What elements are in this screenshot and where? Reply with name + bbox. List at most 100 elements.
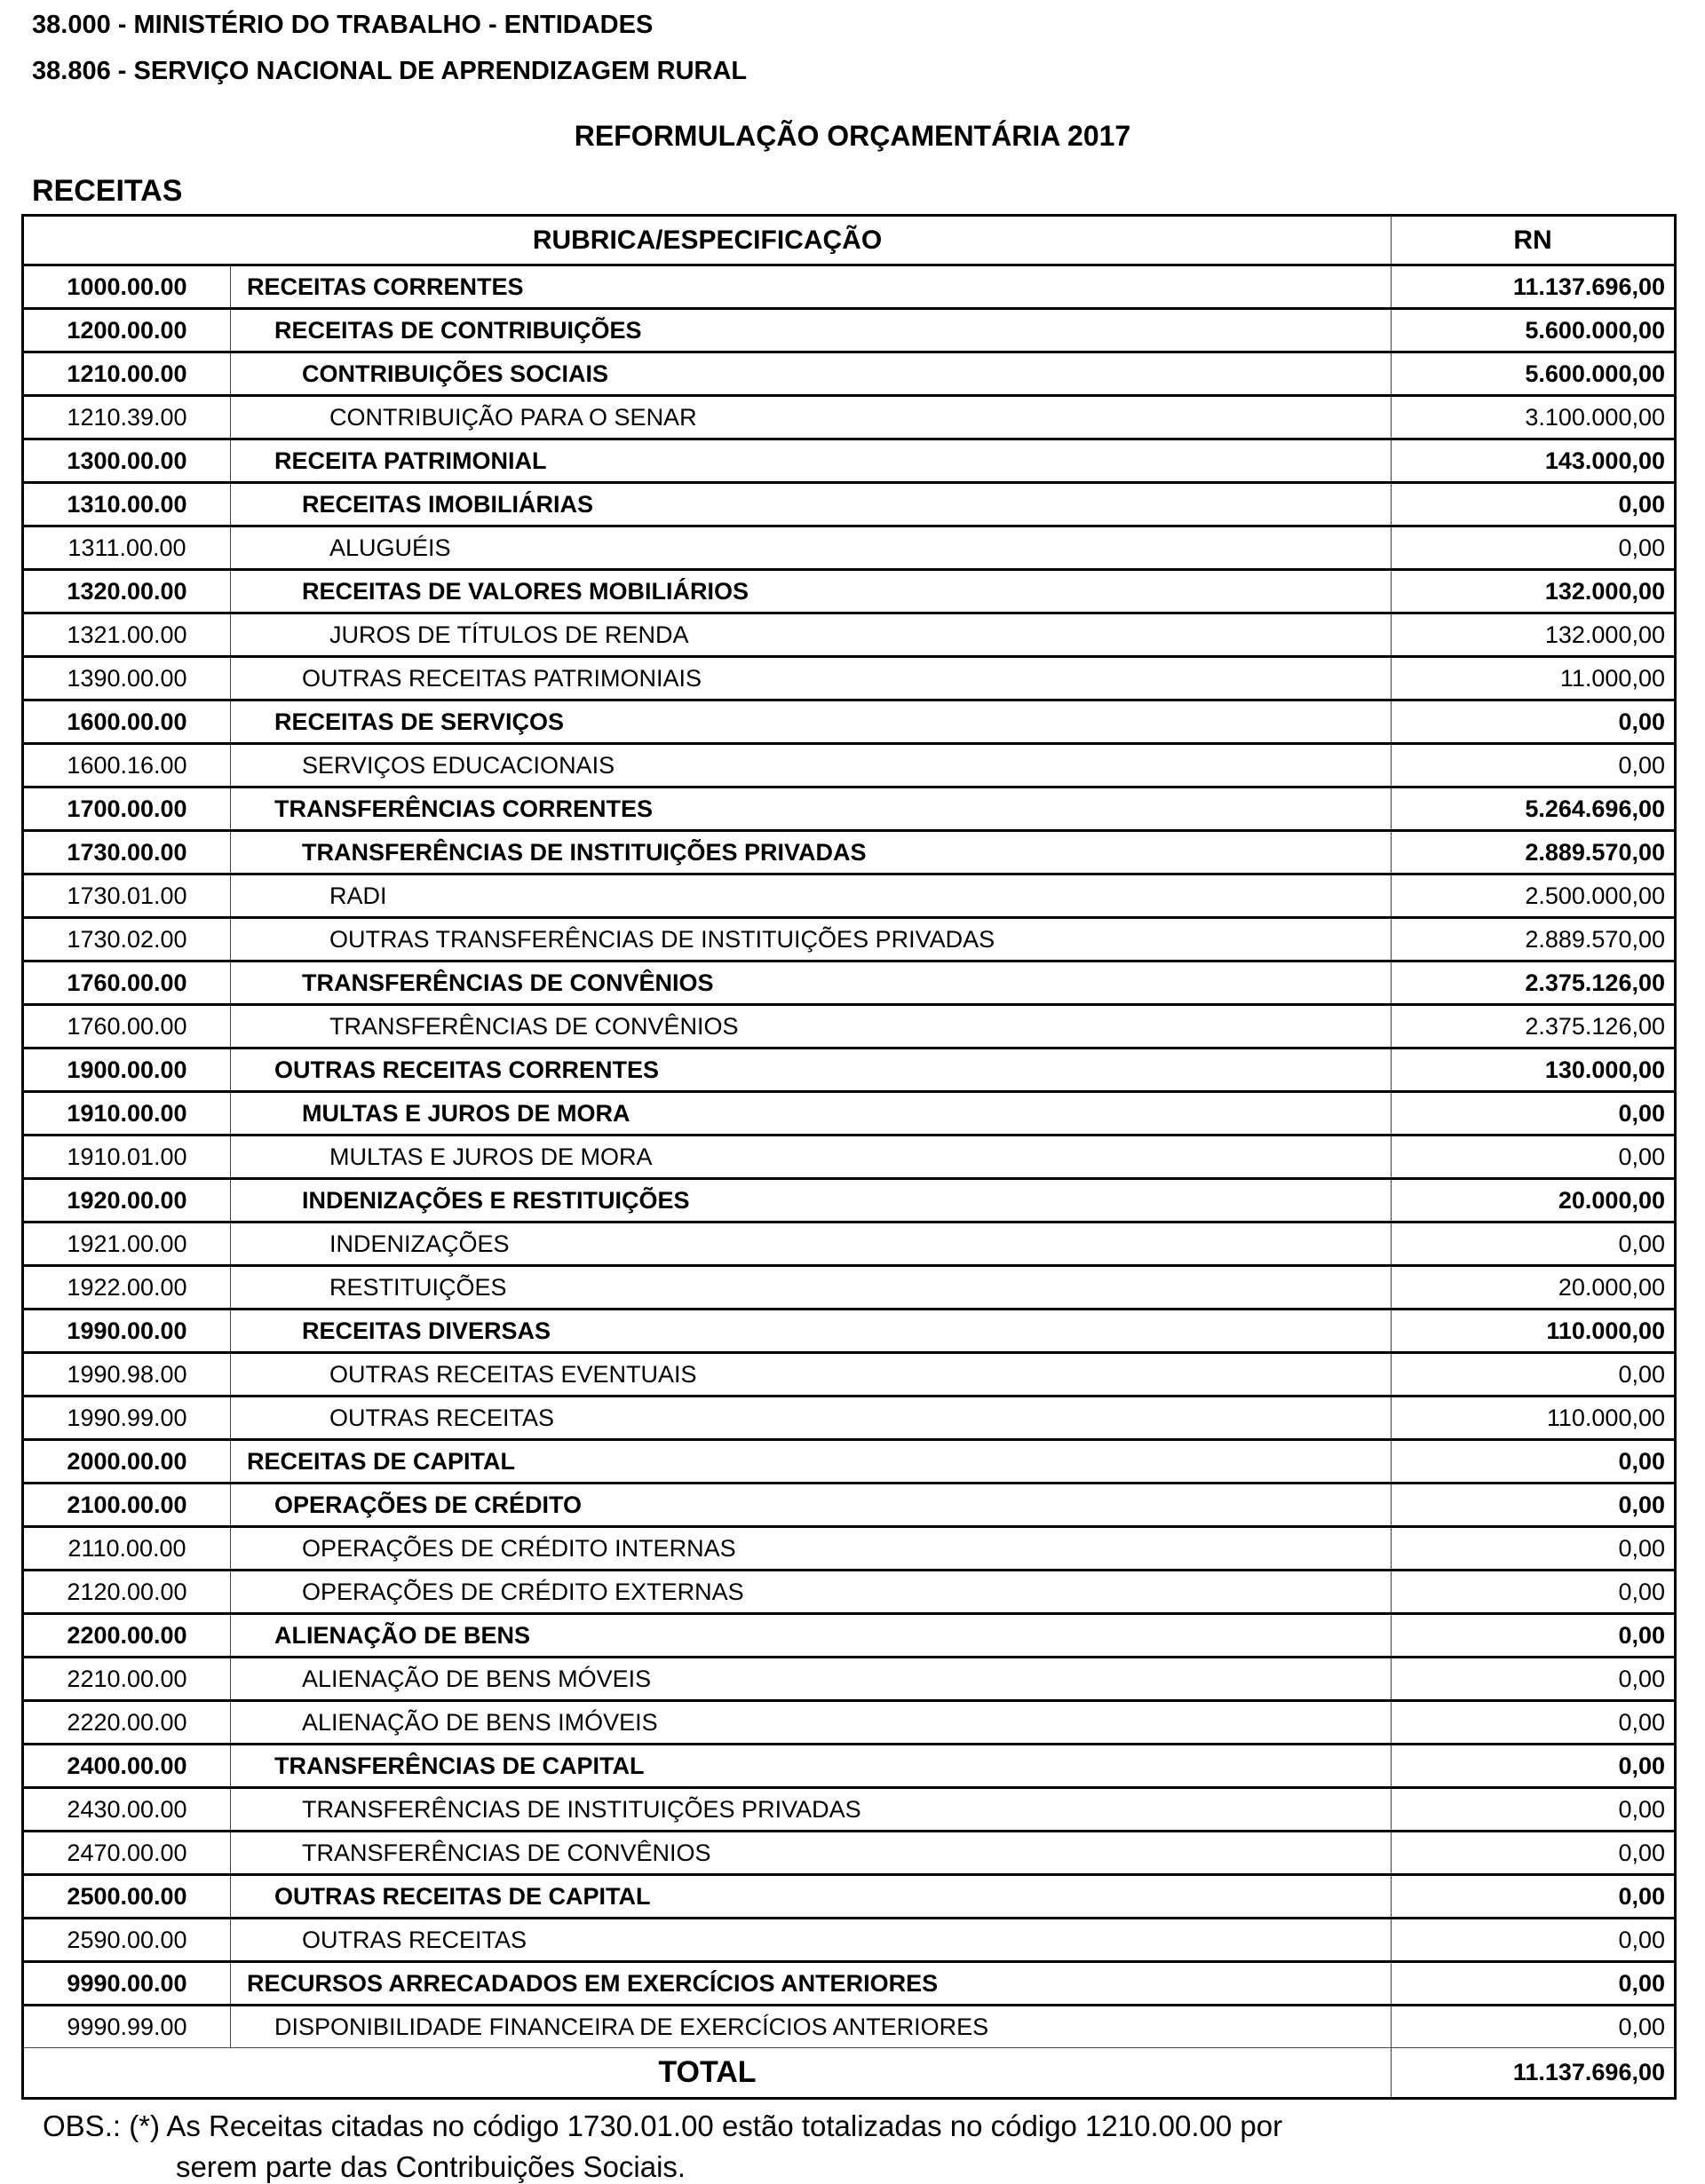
section-title: RECEITAS: [32, 174, 183, 208]
row-code: 1000.00.00: [22, 264, 231, 309]
table-row: 2200.00.00 ALIENAÇÃO DE BENS 0,00: [22, 1612, 1676, 1658]
table-row: 2400.00.00 TRANSFERÊNCIAS DE CAPITAL 0,00: [22, 1743, 1676, 1788]
document-title: REFORMULAÇÃO ORÇAMENTÁRIA 2017: [574, 120, 1131, 152]
row-code: 1910.01.00: [22, 1134, 231, 1179]
row-description: RECEITAS CORRENTES: [230, 264, 1392, 309]
row-code: 1390.00.00: [22, 655, 231, 700]
table-row: 1300.00.00 RECEITA PATRIMONIAL 143.000,00: [22, 438, 1676, 483]
row-description: ALIENAÇÃO DE BENS MÓVEIS: [230, 1656, 1392, 1701]
row-description: OUTRAS RECEITAS: [230, 1395, 1392, 1440]
row-code: 2100.00.00: [22, 1482, 231, 1527]
row-value: 0,00: [1391, 1830, 1676, 1875]
table-row: 2000.00.00 RECEITAS DE CAPITAL 0,00: [22, 1438, 1676, 1484]
table-row: 1910.00.00 MULTAS E JUROS DE MORA 0,00: [22, 1090, 1676, 1136]
row-value: 0,00: [1391, 1743, 1676, 1788]
row-code: 1321.00.00: [22, 612, 231, 657]
row-code: 2120.00.00: [22, 1569, 231, 1614]
row-description: INDENIZAÇÕES E RESTITUIÇÕES: [230, 1177, 1392, 1223]
row-value: 2.375.126,00: [1391, 1003, 1676, 1048]
row-value: 2.500.000,00: [1391, 873, 1676, 918]
table-row: 1210.39.00 CONTRIBUIÇÃO PARA O SENAR 3.100…: [22, 394, 1676, 439]
row-code: 2430.00.00: [22, 1786, 231, 1832]
row-value: 130.000,00: [1391, 1047, 1676, 1092]
table-row: 1990.98.00 OUTRAS RECEITAS EVENTUAIS 0,00: [22, 1351, 1676, 1397]
table-row: 1760.00.00 TRANSFERÊNCIAS DE CONVÊNIOS 2.3…: [22, 960, 1676, 1005]
table-row: 1320.00.00 RECEITAS DE VALORES MOBILIÁRIO…: [22, 568, 1676, 613]
table-row: 2220.00.00 ALIENAÇÃO DE BENS IMÓVEIS 0,00: [22, 1699, 1676, 1745]
table-row: 1910.01.00 MULTAS E JUROS DE MORA 0,00: [22, 1134, 1676, 1179]
row-description: RECEITA PATRIMONIAL: [230, 438, 1392, 483]
row-value: 3.100.000,00: [1391, 394, 1676, 439]
table-row: 1922.00.00 RESTITUIÇÕES 20.000,00: [22, 1264, 1676, 1310]
row-value: 11.000,00: [1391, 655, 1676, 700]
row-code: 2200.00.00: [22, 1612, 231, 1658]
row-value: 0,00: [1391, 1090, 1676, 1136]
entity-heading: 38.806 - SERVIÇO NACIONAL DE APRENDIZAGE…: [32, 57, 748, 85]
row-description: RESTITUIÇÕES: [230, 1264, 1392, 1310]
row-description: OPERAÇÕES DE CRÉDITO EXTERNAS: [230, 1569, 1392, 1614]
row-code: 1921.00.00: [22, 1221, 231, 1266]
row-description: CONTRIBUIÇÕES SOCIAIS: [230, 351, 1392, 396]
row-description: TRANSFERÊNCIAS DE CAPITAL: [230, 1743, 1392, 1788]
observation-note: OBS.: (*) As Receitas citadas no código …: [43, 2109, 1283, 2142]
row-description: MULTAS E JUROS DE MORA: [230, 1134, 1392, 1179]
row-value: 0,00: [1391, 1917, 1676, 1962]
table-row: 2100.00.00 OPERAÇÕES DE CRÉDITO 0,00: [22, 1482, 1676, 1527]
table-row: 9990.00.00 RECURSOS ARRECADADOS EM EXERCÍ…: [22, 1960, 1676, 2006]
row-description: INDENIZAÇÕES: [230, 1221, 1392, 1266]
row-code: 1990.99.00: [22, 1395, 231, 1440]
table-row: 1990.00.00 RECEITAS DIVERSAS 110.000,00: [22, 1308, 1676, 1353]
row-value: 0,00: [1391, 1873, 1676, 1919]
row-code: 9990.99.00: [22, 2004, 231, 2048]
row-code: 1730.00.00: [22, 829, 231, 874]
row-code: 1600.00.00: [22, 699, 231, 744]
observation-note-continued: serem parte das Contribuições Sociais.: [176, 2150, 686, 2183]
row-value: 2.375.126,00: [1391, 960, 1676, 1005]
table-row: 1321.00.00 JUROS DE TÍTULOS DE RENDA 132.0…: [22, 612, 1676, 657]
table-row: 2590.00.00 OUTRAS RECEITAS 0,00: [22, 1917, 1676, 1962]
row-code: 1310.00.00: [22, 481, 231, 526]
row-description: JUROS DE TÍTULOS DE RENDA: [230, 612, 1392, 657]
total-value: 11.137.696,00: [1391, 2047, 1676, 2099]
row-code: 1311.00.00: [22, 525, 231, 570]
row-code: 2220.00.00: [22, 1699, 231, 1745]
table-row: 1200.00.00 RECEITAS DE CONTRIBUIÇÕES 5.600…: [22, 307, 1676, 352]
row-value: 2.889.570,00: [1391, 829, 1676, 874]
row-code: 1320.00.00: [22, 568, 231, 613]
row-code: 1760.00.00: [22, 960, 231, 1005]
row-description: RECEITAS DE SERVIÇOS: [230, 699, 1392, 744]
table-row: 1730.01.00 RADI 2.500.000,00: [22, 873, 1676, 918]
row-value: 0,00: [1391, 1134, 1676, 1179]
row-description: RECEITAS DIVERSAS: [230, 1308, 1392, 1353]
row-value: 5.264.696,00: [1391, 786, 1676, 831]
row-value: 0,00: [1391, 1656, 1676, 1701]
row-description: TRANSFERÊNCIAS DE CONVÊNIOS: [230, 960, 1392, 1005]
row-code: 1910.00.00: [22, 1090, 231, 1136]
row-value: 0,00: [1391, 525, 1676, 570]
row-code: 2470.00.00: [22, 1830, 231, 1875]
row-description: TRANSFERÊNCIAS DE INSTITUIÇÕES PRIVADAS: [230, 1786, 1392, 1832]
row-code: 1730.02.00: [22, 916, 231, 961]
row-code: 1730.01.00: [22, 873, 231, 918]
row-description: ALIENAÇÃO DE BENS IMÓVEIS: [230, 1699, 1392, 1745]
table-row: 1310.00.00 RECEITAS IMOBILIÁRIAS 0,00: [22, 481, 1676, 526]
table-row: 2430.00.00 TRANSFERÊNCIAS DE INSTITUIÇÕES…: [22, 1786, 1676, 1832]
table-row: 2500.00.00 OUTRAS RECEITAS DE CAPITAL 0,00: [22, 1873, 1676, 1919]
table-row: 2120.00.00 OPERAÇÕES DE CRÉDITO EXTERNAS 0…: [22, 1569, 1676, 1614]
table-header-row: RUBRICA/ESPECIFICAÇÃO RN: [22, 214, 1676, 265]
row-description: OUTRAS RECEITAS CORRENTES: [230, 1047, 1392, 1092]
row-code: 2000.00.00: [22, 1438, 231, 1484]
table-row: 1311.00.00 ALUGUÉIS 0,00: [22, 525, 1676, 570]
row-value: 132.000,00: [1391, 568, 1676, 613]
row-code: 1922.00.00: [22, 1264, 231, 1310]
row-code: 1600.16.00: [22, 742, 231, 787]
row-description: RADI: [230, 873, 1392, 918]
table-row: 2110.00.00 OPERAÇÕES DE CRÉDITO INTERNAS 0…: [22, 1525, 1676, 1571]
row-code: 9990.00.00: [22, 1960, 231, 2006]
row-code: 1210.00.00: [22, 351, 231, 396]
row-value: 0,00: [1391, 1438, 1676, 1484]
row-description: OUTRAS TRANSFERÊNCIAS DE INSTITUIÇÕES PR…: [230, 916, 1392, 961]
row-code: 1990.00.00: [22, 1308, 231, 1353]
column-header-rubrica: RUBRICA/ESPECIFICAÇÃO: [22, 214, 1392, 265]
table-row: 9990.99.00 DISPONIBILIDADE FINANCEIRA DE …: [22, 2004, 1676, 2048]
